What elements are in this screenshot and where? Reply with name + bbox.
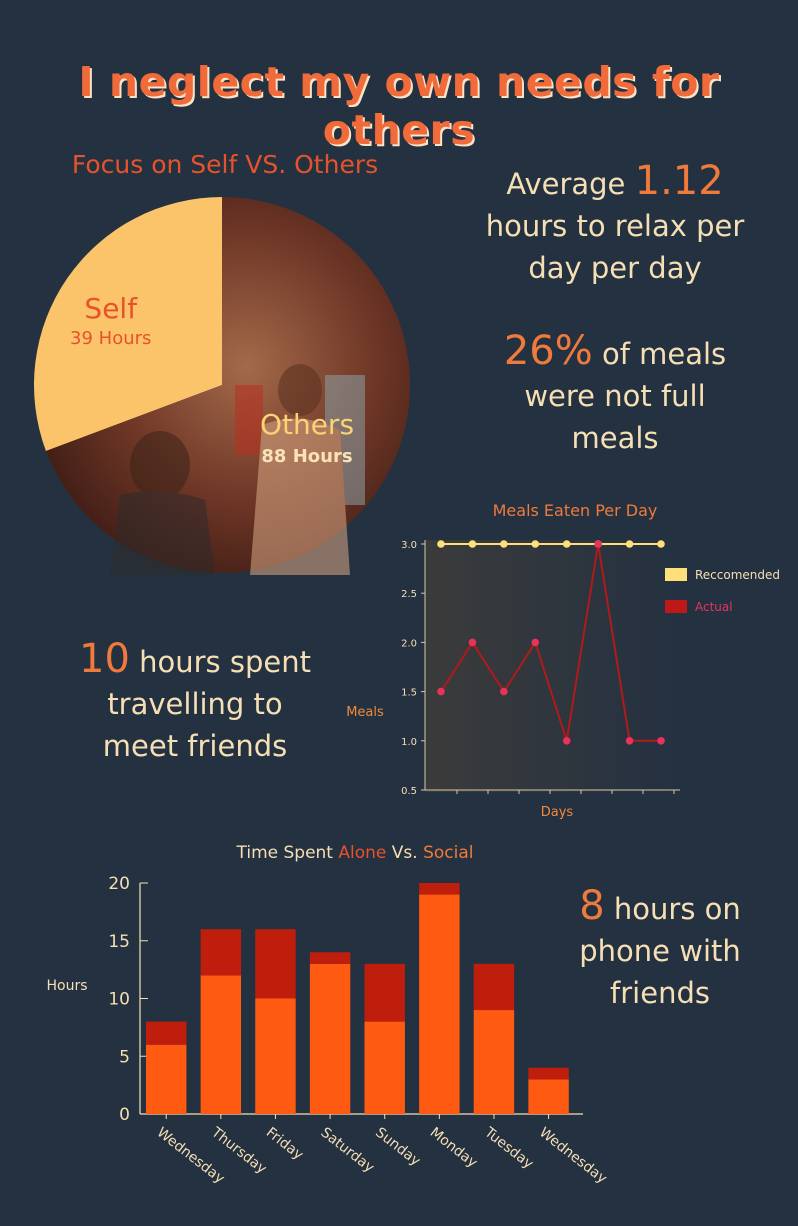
line-chart-plot-area: [425, 540, 680, 792]
pie-chart: Self 39 Hours Others 88 Hours: [34, 197, 411, 575]
line-point-actual: [500, 687, 508, 696]
bar-chart-category-label: Monday: [427, 1125, 480, 1172]
legend-swatch-actual: [665, 600, 687, 613]
bar-alone: [473, 1010, 515, 1114]
line-point-actual: [437, 687, 445, 696]
bar-chart-category-label: Saturday: [318, 1125, 378, 1176]
line-chart-y-tick-label: 3.0: [401, 540, 417, 551]
bar-chart-y-tick-label: 5: [119, 1047, 130, 1067]
stat-relax-line2: day per day: [528, 251, 702, 285]
bar-chart-category-label: Wednesday: [536, 1125, 610, 1188]
bar-alone: [200, 975, 242, 1114]
pie-label-others: Others: [260, 408, 354, 441]
line-chart-title: Meals Eaten Per Day: [493, 501, 658, 520]
bar-alone: [255, 998, 296, 1114]
line-chart-xlabel: Days: [541, 805, 574, 820]
pie-chart-title: Focus on Self VS. Others: [71, 150, 379, 179]
pie-value-self: 39 Hours: [70, 328, 151, 349]
line-chart-y-tick-label: 1.0: [401, 737, 417, 748]
bar-chart-category-label: Tuesday: [481, 1124, 537, 1172]
bar-alone: [364, 1021, 405, 1114]
page-title: I neglect my own needs for others: [78, 58, 720, 154]
line-chart: Meals Eaten Per Day 0.5 1.0 1.5 2.0 2.5 3.0 M…: [346, 501, 780, 820]
line-chart-y-tick-label: 2.0: [401, 638, 417, 649]
line-chart-y-tick-label: 1.5: [401, 688, 417, 699]
stat-meals-line0: of meals: [592, 337, 727, 371]
bar-alone: [309, 963, 351, 1114]
bar-social: [255, 929, 296, 999]
line-point-actual: [468, 638, 477, 647]
stat-travel-number: 10: [79, 636, 130, 682]
line-chart-ylabel: Meals: [346, 705, 384, 720]
line-point-actual: [594, 540, 602, 548]
bar-alone: [419, 894, 460, 1114]
bar-social: [419, 883, 460, 895]
stat-phone-number: 8: [579, 883, 605, 929]
line-chart-y-tick-label: 0.5: [401, 786, 417, 797]
bar-chart-title: Time Spent Alone Vs. Social: [235, 843, 473, 863]
line-point-reccomended: [657, 540, 665, 548]
stat-relax-pre: Average: [506, 167, 635, 201]
photo-silhouettes: [110, 364, 365, 575]
pie-label-self: Self: [84, 292, 138, 325]
stat-relax-number: 1.12: [634, 158, 724, 204]
legend-swatch-reccomended: [665, 568, 687, 581]
bar-alone: [528, 1079, 569, 1114]
stat-travel: 10 hours spent travelling to meet friend…: [40, 638, 350, 767]
stat-travel-line0: hours spent: [129, 645, 311, 679]
stat-phone: 8 hours on phone with friends: [520, 885, 798, 1014]
bar-chart-category-label: Friday: [263, 1125, 306, 1164]
stat-travel-line1: travelling to: [107, 687, 283, 721]
bar-social: [309, 952, 351, 964]
bar-chart-y-tick-label: 0: [119, 1105, 130, 1125]
pie-value-others: 88 Hours: [261, 446, 352, 467]
stat-phone-line0: hours on: [604, 892, 741, 926]
stat-meals-line2: meals: [571, 421, 659, 455]
line-chart-y-tick-label: 2.5: [401, 589, 417, 600]
line-point-reccomended: [531, 540, 540, 548]
line-point-reccomended: [562, 540, 571, 548]
stat-meals-number: 26%: [503, 328, 593, 374]
bar-social: [146, 1021, 187, 1045]
bar-social: [200, 929, 242, 976]
bar-social: [473, 963, 515, 1011]
line-point-actual: [531, 638, 540, 647]
line-point-reccomended: [437, 540, 445, 548]
line-point-reccomended: [500, 540, 508, 548]
stat-relax: Average 1.12 hours to relax per day per …: [440, 160, 790, 289]
stat-meals-line1: were not full: [524, 379, 706, 413]
legend-label-actual: Actual: [695, 600, 733, 614]
bar-social: [528, 1067, 569, 1080]
pie-slice-self: [34, 197, 222, 451]
bar-chart-category-label: Sunday: [372, 1125, 423, 1170]
stat-travel-line2: meet friends: [102, 729, 288, 763]
bar-chart-y-tick-label: 15: [108, 932, 130, 952]
stat-meals: 26% of meals were not full meals: [440, 330, 790, 459]
line-point-actual: [625, 737, 634, 745]
bar-chart-ylabel: Hours: [46, 978, 87, 994]
stat-phone-line2: friends: [610, 976, 710, 1010]
stat-relax-line1: hours to relax per: [485, 209, 745, 243]
legend-label-reccomended: Reccomended: [695, 568, 780, 582]
line-point-reccomended: [468, 540, 477, 548]
line-point-actual: [657, 737, 665, 745]
bar-alone: [146, 1044, 187, 1114]
bar-chart: Time Spent Alone Vs. Social Hours 0 5 10 15…: [46, 843, 610, 1188]
line-series-actual: [440, 543, 661, 742]
line-point-reccomended: [625, 540, 634, 548]
bar-chart-y-tick-label: 10: [108, 990, 130, 1010]
bar-chart-y-tick-label: 20: [108, 874, 130, 894]
bar-social: [364, 963, 405, 1022]
stat-phone-line1: phone with: [579, 934, 741, 968]
line-point-actual: [562, 737, 571, 745]
